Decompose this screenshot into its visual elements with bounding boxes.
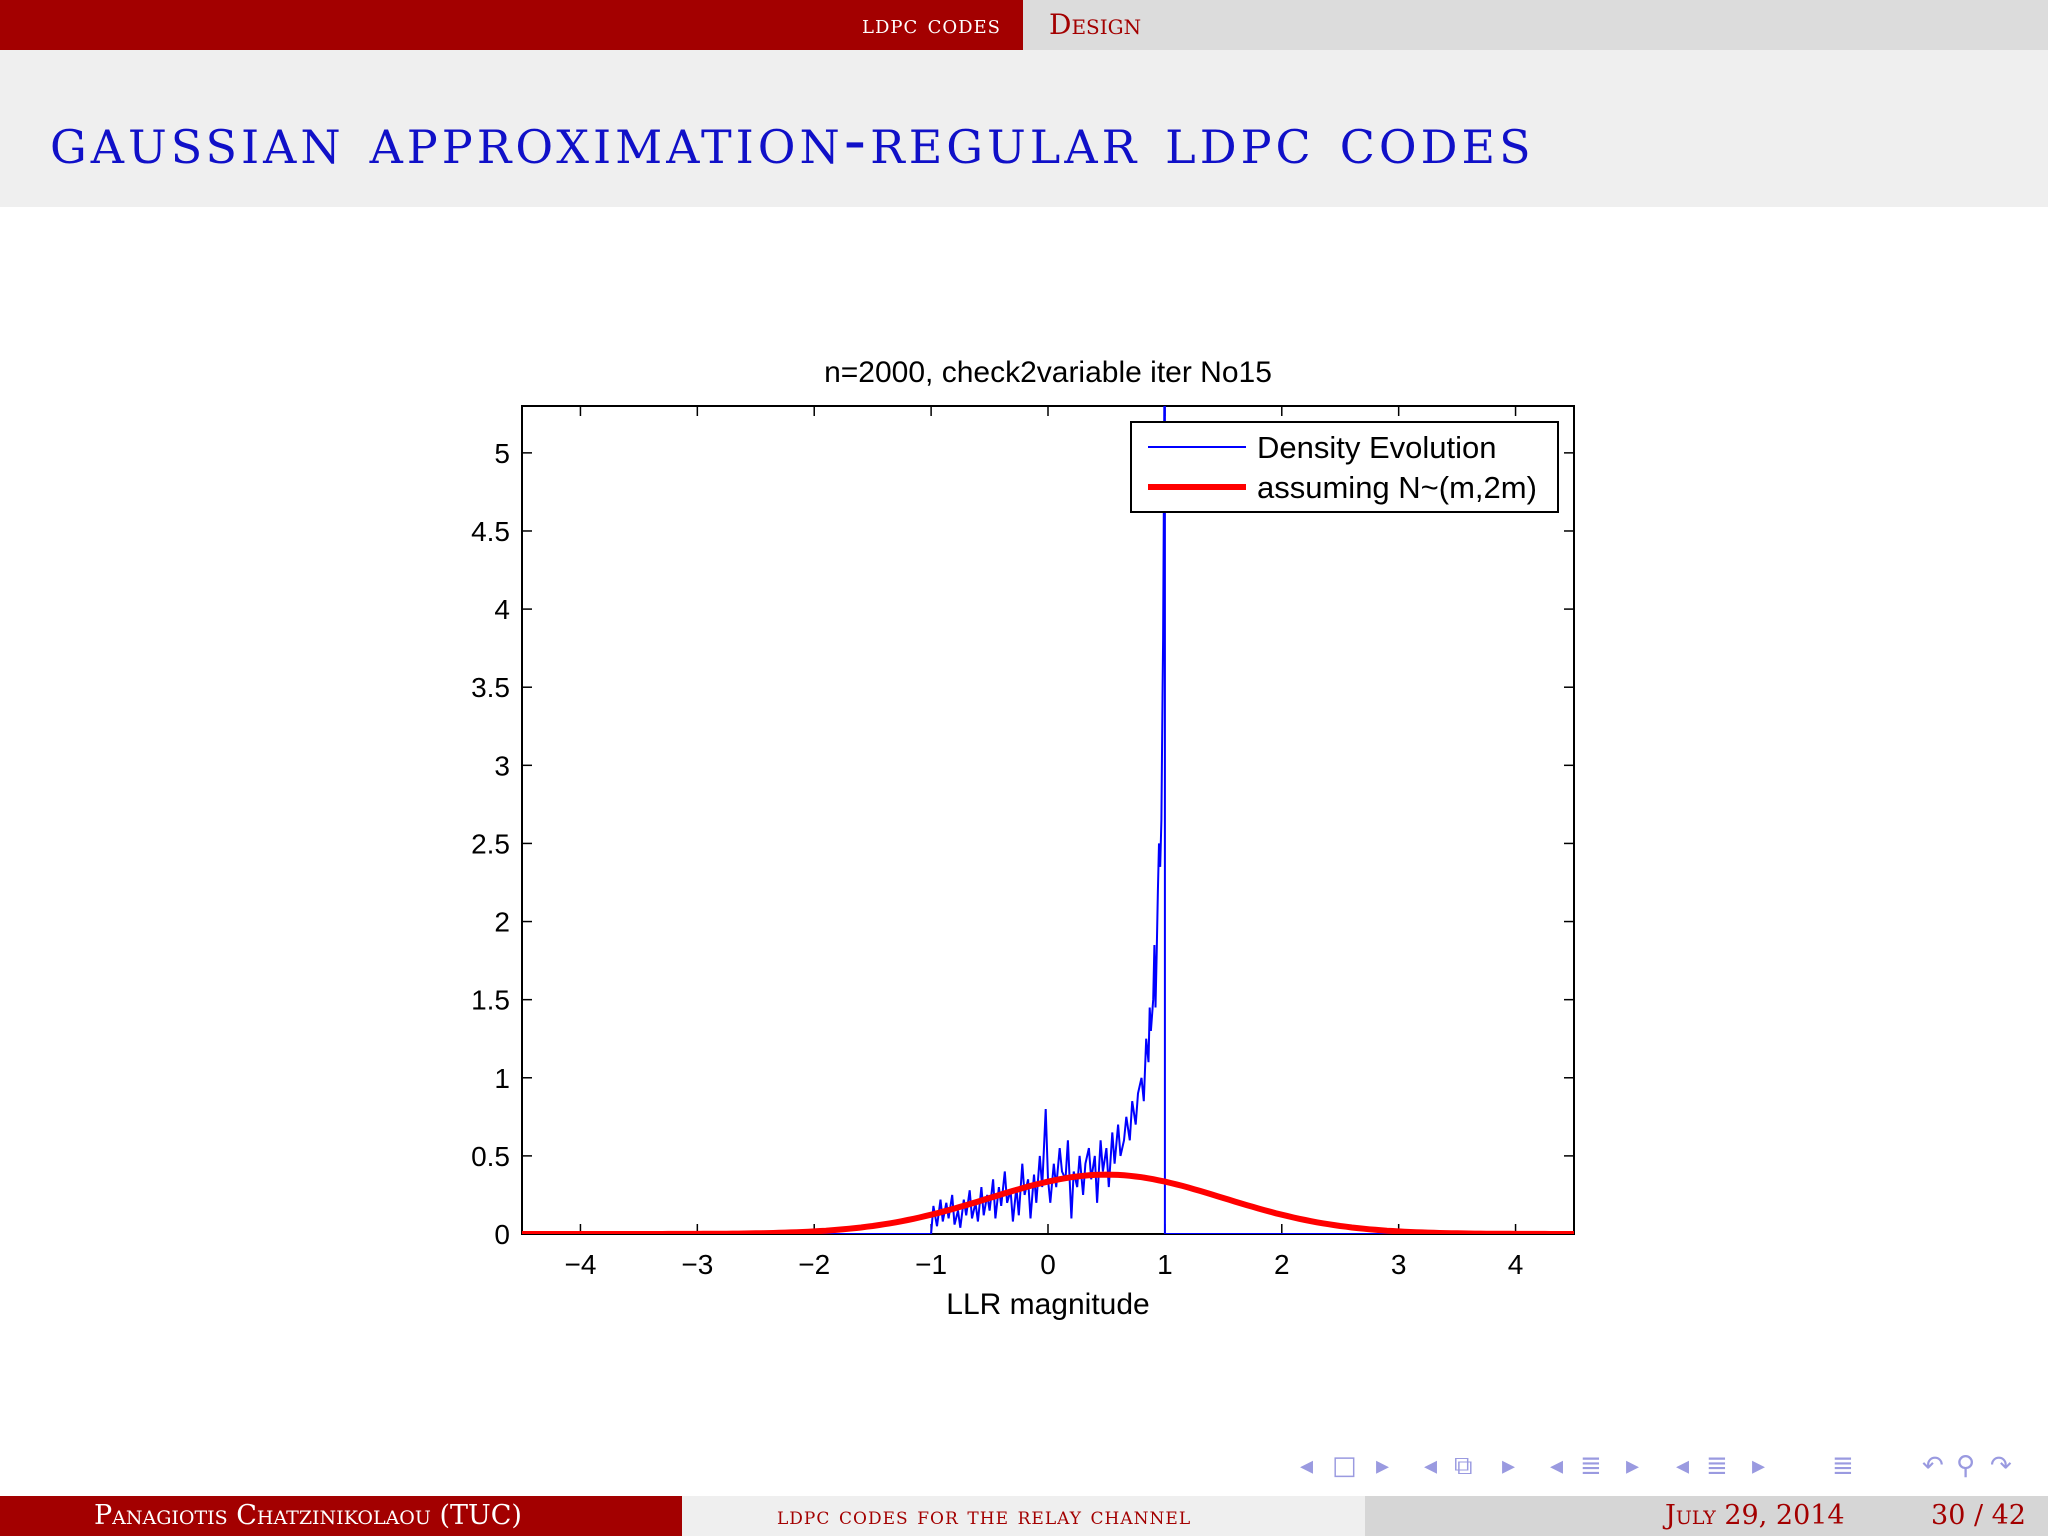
x-tick-label: 1 (1157, 1249, 1173, 1280)
footer-title-area: ldpc codes for the relay channel (682, 1496, 1365, 1536)
x-tick-label: −4 (564, 1249, 596, 1280)
legend-label-gaussian: assuming N~(m,2m) (1257, 470, 1537, 505)
footer-date-area: July 29, 2014 30 / 42 (1365, 1496, 2048, 1536)
section-next-icon[interactable]: ▸ (1626, 1451, 1640, 1481)
legend-label-density-evolution: Density Evolution (1257, 430, 1497, 465)
redo-icon[interactable]: ↷ (1990, 1451, 2012, 1481)
subsection-list-icon[interactable]: ≣ (1706, 1451, 1728, 1481)
x-tick-label: −3 (681, 1249, 713, 1280)
y-tick-label: 5 (494, 438, 510, 469)
frame-next-icon[interactable]: ▸ (1376, 1451, 1390, 1481)
section-prev-icon[interactable]: ◂ (1550, 1451, 1564, 1481)
footer-author: Panagiotis Chatzinikolaou (TUC) (94, 1500, 522, 1531)
y-tick-label: 2.5 (471, 828, 510, 859)
section-icon[interactable]: ≣ (1580, 1451, 1602, 1481)
x-tick-label: −1 (915, 1249, 947, 1280)
y-tick-label: 3.5 (471, 672, 510, 703)
footer-bar: Panagiotis Chatzinikolaou (TUC) ldpc cod… (0, 1496, 2048, 1536)
y-tick-label: 1.5 (471, 985, 510, 1016)
y-tick-label: 0.5 (471, 1141, 510, 1172)
header-section-link[interactable]: ldpc codes (862, 10, 1001, 40)
y-tick-label: 1 (494, 1063, 510, 1094)
frame-prev-icon[interactable]: ◂ (1300, 1451, 1314, 1481)
navigation-symbols: ◂ □ ▸ ◂ ⧉ ▸ ◂ ≣ ▸ ◂ ≣ ▸ ≣ ↶ ⚲ ↷ (1296, 1448, 2036, 1484)
header-subsection-area: Design (1023, 0, 2048, 50)
header-subsection-link[interactable]: Design (1049, 8, 1142, 41)
footer-author-area: Panagiotis Chatzinikolaou (TUC) (0, 1496, 682, 1536)
plot-area (521, 405, 1575, 1235)
y-tick-label: 2 (494, 907, 510, 938)
footer-page-number: 30 / 42 (1931, 1500, 2026, 1531)
series-gaussian (522, 1171, 1574, 1234)
search-icon[interactable]: ⚲ (1956, 1451, 1976, 1481)
subsection-prev-icon[interactable]: ◂ (1424, 1451, 1438, 1481)
header-section-area: ldpc codes (0, 0, 1023, 50)
frame-icon[interactable]: □ (1332, 1451, 1357, 1481)
x-tick-label: 4 (1508, 1249, 1524, 1280)
legend: Density Evolution assuming N~(m,2m) (1130, 421, 1559, 513)
toc-icon[interactable]: ≣ (1832, 1451, 1854, 1481)
legend-box (1130, 421, 1559, 513)
x-tick-label: 2 (1274, 1249, 1290, 1280)
footer-short-title: ldpc codes for the relay channel (777, 1502, 1192, 1530)
footer-date: July 29, 2014 (1665, 1500, 1845, 1531)
subsection-icon[interactable]: ⧉ (1454, 1451, 1473, 1481)
y-tick-label: 4 (494, 594, 510, 625)
subsection-list-prev-icon[interactable]: ◂ (1676, 1451, 1690, 1481)
x-tick-label: −2 (798, 1249, 830, 1280)
y-tick-label: 3 (494, 750, 510, 781)
chart-title: n=2000, check2variable iter No15 (824, 356, 1272, 389)
y-tick-label: 4.5 (471, 516, 510, 547)
x-axis-label: LLR magnitude (946, 1288, 1149, 1321)
y-tick-label: 0 (494, 1219, 510, 1250)
frame-title-bar: gaussian approximation-regular ldpc code… (0, 50, 2048, 207)
header-bar: ldpc codes Design (0, 0, 2048, 50)
x-tick-label: 3 (1391, 1249, 1407, 1280)
slide-title: gaussian approximation-regular ldpc code… (50, 102, 1535, 179)
subsection-list-next-icon[interactable]: ▸ (1752, 1451, 1766, 1481)
x-tick-label: 0 (1040, 1249, 1056, 1280)
subsection-next-icon[interactable]: ▸ (1502, 1451, 1516, 1481)
undo-icon[interactable]: ↶ (1922, 1451, 1944, 1481)
